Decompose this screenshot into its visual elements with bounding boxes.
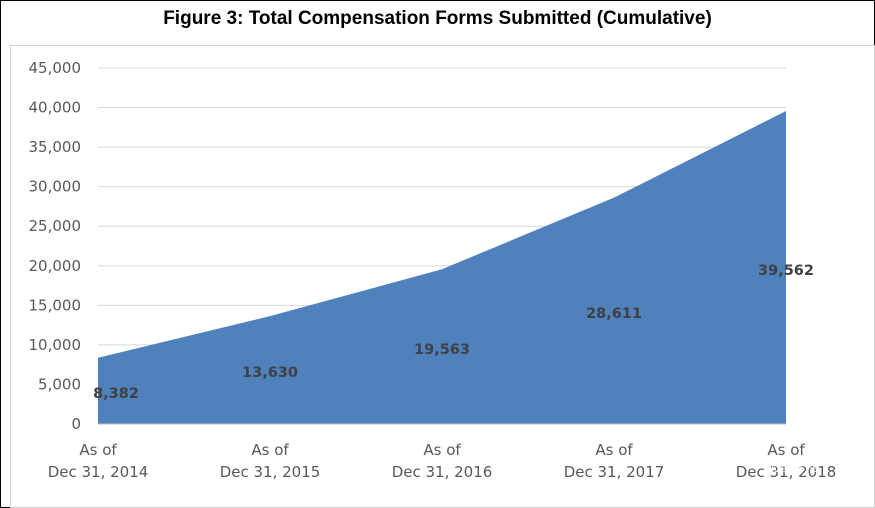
watermark-text: 观察者网 — [766, 460, 818, 475]
watermark-subtext: www.guancha.cn — [768, 483, 836, 492]
data-label: 8,382 — [93, 386, 139, 402]
area-fill — [98, 111, 786, 424]
data-label: 19,563 — [414, 342, 470, 358]
x-tick-label: As of Dec 31, 2014 — [48, 441, 149, 481]
x-tick-label: As of Dec 31, 2018 — [736, 441, 837, 481]
data-label: 39,562 — [758, 263, 814, 279]
x-tick-label: As of Dec 31, 2017 — [564, 441, 665, 481]
chart-title: Figure 3: Total Compensation Forms Submi… — [163, 8, 712, 29]
y-tick-label: 35,000 — [29, 138, 82, 156]
x-tick-label: As of Dec 31, 2016 — [392, 441, 493, 481]
y-tick-label: 25,000 — [29, 217, 82, 235]
x-tick-label: As of Dec 31, 2015 — [220, 441, 321, 481]
y-tick-label: 10,000 — [29, 336, 82, 354]
y-tick-label: 5,000 — [38, 375, 81, 393]
y-tick-label: 15,000 — [29, 296, 82, 314]
y-tick-label: 30,000 — [29, 178, 82, 196]
watermark: 观察者网 www.guancha.cn — [766, 460, 836, 492]
y-tick-label: 0 — [71, 415, 81, 433]
data-labels: 8,382 13,630 19,563 28,611 39,562 — [93, 263, 814, 402]
area-series — [98, 111, 786, 424]
y-tick-label: 20,000 — [29, 257, 82, 275]
x-axis: As of Dec 31, 2014 As of Dec 31, 2015 As of D… — [48, 423, 837, 481]
y-tick-label: 40,000 — [29, 99, 82, 117]
data-label: 28,611 — [586, 306, 642, 322]
y-tick-label: 45,000 — [29, 59, 82, 77]
data-label: 13,630 — [242, 365, 298, 381]
y-axis: 0 5,000 10,000 15,000 20,000 25,000 30,000 35,0… — [29, 59, 82, 433]
